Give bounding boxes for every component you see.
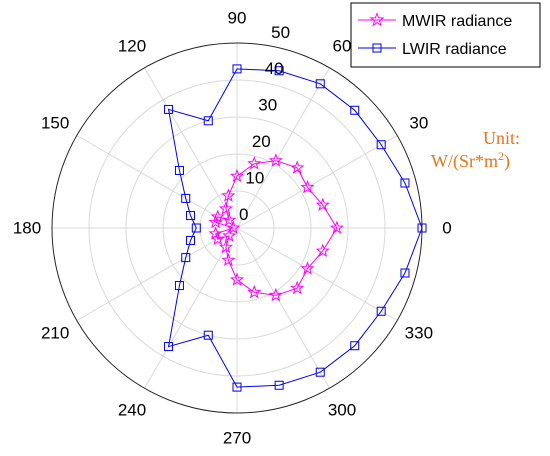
tick-labels: 0 30 60 90 120 150 180 210 240 270 300 330 0 10 20 30 40… — [13, 9, 452, 448]
theta-tick-label: 0 — [442, 219, 451, 238]
legend-mwir-marker — [369, 12, 385, 27]
data-point-mwir — [315, 197, 330, 212]
legend-box — [350, 2, 541, 68]
legend-mwir-label: MWIR radiance — [402, 13, 512, 30]
data-point-mwir — [329, 220, 344, 235]
unit-prefix: W/(Sr*m — [431, 151, 498, 172]
r-tick-label: 0 — [239, 205, 248, 224]
grid-spoke — [144, 227, 238, 389]
data-point-lwir — [232, 382, 242, 392]
theta-tick-label: 300 — [328, 400, 356, 419]
data-point-mwir — [247, 284, 262, 299]
unit-label-line2: W/(Sr*m2) — [431, 149, 510, 172]
data-point-lwir — [274, 380, 284, 390]
data-point-lwir — [164, 104, 174, 114]
legend: MWIR radiance LWIR radiance — [350, 2, 541, 68]
data-point-lwir — [164, 342, 174, 352]
grid-ring — [125, 116, 349, 340]
data-point-mwir — [290, 280, 305, 295]
r-tick-label: 10 — [245, 169, 264, 188]
grid-ring — [88, 79, 386, 377]
data-point-mwir — [268, 153, 283, 167]
data-point-lwir — [274, 66, 284, 76]
data-point-mwir — [221, 188, 236, 202]
data-point-lwir — [315, 367, 325, 377]
grid-spoke — [236, 67, 330, 229]
data-point-mwir — [218, 201, 233, 215]
theta-tick-label: 150 — [41, 114, 69, 133]
grid-spoke — [236, 227, 398, 321]
data-point-mwir — [229, 272, 245, 286]
data-point-mwir — [210, 231, 225, 246]
theta-tick-label: 30 — [409, 114, 428, 133]
data-point-mwir — [208, 214, 223, 229]
r-tick-label: 40 — [265, 59, 284, 78]
theta-tick-label: 90 — [228, 9, 247, 28]
series-layer — [164, 64, 427, 392]
grid-spoke — [236, 227, 330, 389]
data-point-lwir — [174, 165, 184, 175]
data-point-mwir — [221, 252, 236, 267]
r-tick-label: 30 — [258, 96, 277, 115]
data-point-mwir — [226, 220, 241, 235]
series-line-lwir — [167, 68, 423, 388]
data-point-mwir — [300, 179, 315, 194]
unit-label-line1: Unit: — [483, 128, 520, 148]
r-tick-label: 50 — [271, 23, 290, 42]
data-point-lwir — [181, 193, 191, 203]
data-point-mwir — [210, 209, 225, 223]
r-tick-label: 20 — [252, 132, 271, 151]
grid-spoke — [236, 135, 398, 229]
legend-lwir-label: LWIR radiance — [402, 41, 507, 58]
theta-tick-label: 240 — [118, 400, 146, 419]
theta-tick-label: 210 — [41, 324, 69, 343]
data-point-mwir — [315, 243, 330, 257]
data-point-mwir — [218, 239, 233, 254]
data-point-lwir — [186, 235, 196, 245]
theta-tick-label: 330 — [405, 324, 433, 343]
data-point-lwir — [315, 79, 325, 89]
data-point-lwir — [400, 178, 410, 188]
unit-annotation: Unit: W/(Sr*m2) — [431, 128, 520, 172]
data-point-mwir — [222, 228, 237, 242]
data-point-mwir — [300, 261, 315, 275]
grid-ring — [162, 153, 312, 303]
series-line-mwir — [214, 160, 338, 296]
data-point-mwir — [268, 287, 283, 302]
data-point-lwir — [417, 223, 427, 233]
data-point-lwir — [181, 253, 191, 263]
grid-spoke — [76, 135, 238, 229]
data-point-lwir — [400, 268, 410, 278]
data-point-lwir — [203, 330, 213, 340]
grid-spoke — [144, 67, 238, 229]
data-point-mwir — [222, 212, 237, 227]
data-point-lwir — [191, 223, 201, 233]
grid-spoke — [76, 227, 238, 321]
theta-tick-label: 60 — [333, 37, 352, 56]
unit-suffix: ) — [504, 151, 510, 172]
data-point-mwir — [208, 226, 223, 240]
unit-superscript: 2 — [498, 149, 504, 163]
data-point-mwir — [229, 168, 245, 183]
theta-tick-label: 180 — [13, 219, 41, 238]
legend-lwir-marker — [372, 43, 382, 53]
data-point-mwir — [247, 156, 262, 170]
data-point-lwir — [376, 140, 386, 150]
data-point-lwir — [350, 105, 360, 115]
data-point-lwir — [376, 306, 386, 316]
data-point-lwir — [186, 211, 196, 221]
data-point-lwir — [174, 281, 184, 291]
data-point-lwir — [203, 116, 213, 126]
theta-tick-label: 270 — [223, 429, 251, 448]
data-point-mwir — [290, 160, 305, 174]
theta-tick-label: 120 — [118, 37, 146, 56]
data-point-lwir — [350, 341, 360, 351]
data-point-lwir — [232, 64, 242, 74]
